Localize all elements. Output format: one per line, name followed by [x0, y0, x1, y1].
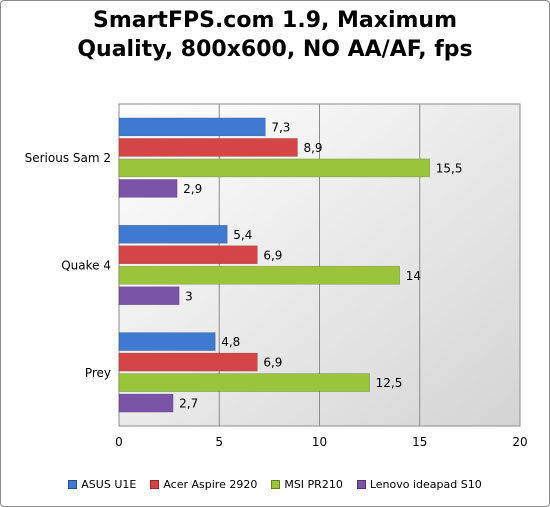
- bars: [118, 117, 431, 413]
- gridlines: [218, 104, 421, 426]
- legend-entry: Acer Aspire 2920: [150, 478, 257, 491]
- bar: [118, 286, 180, 306]
- data-label: 6,9: [263, 248, 282, 262]
- legend-label: Acer Aspire 2920: [163, 477, 258, 491]
- bar: [118, 352, 258, 372]
- value-labels: 7,3 8,9 15,5 2,9 5,4 6,9 14 3 4,8 6,9 12,5 2,7: [179, 120, 462, 410]
- bar: [118, 224, 228, 244]
- x-axis-ticks: 0 5 10 15 20: [115, 435, 527, 449]
- legend-swatch: [150, 479, 160, 489]
- bar: [118, 332, 216, 351]
- legend-swatch: [271, 479, 281, 489]
- bar-chart: 7,3 8,9 15,5 2,9 5,4 6,9 14 3 4,8 6,9 12,5 2,7 Seri…: [25, 103, 528, 449]
- data-label: 8,9: [303, 141, 322, 155]
- bar: [118, 117, 266, 137]
- category-labels: Serious Sam 2 Quake 4 Prey: [25, 151, 111, 380]
- data-label: 6,9: [263, 356, 282, 370]
- legend-swatch: [356, 479, 366, 489]
- bar: [118, 158, 431, 178]
- category-label: Quake 4: [61, 259, 111, 273]
- data-label: 4,8: [221, 335, 240, 349]
- x-tick-label: 10: [312, 435, 327, 449]
- legend-label: MSI PR210: [284, 477, 343, 491]
- bar: [118, 138, 298, 157]
- legend: ASUS U1E Acer Aspire 2920 MSI PR210 Lenovo …: [0, 474, 550, 494]
- data-label: 12,5: [376, 376, 403, 390]
- category-label: Serious Sam 2: [25, 151, 111, 165]
- legend-label: Lenovo ideapad S10: [369, 477, 482, 491]
- bar: [118, 265, 401, 285]
- bar: [118, 393, 174, 413]
- x-tick-label: 15: [412, 435, 427, 449]
- chart-title: SmartFPS.com 1.9, Maximum Quality, 800x6…: [0, 6, 550, 64]
- bar: [118, 179, 178, 198]
- legend-entry: ASUS U1E: [68, 478, 136, 491]
- x-tick-label: 5: [215, 435, 223, 449]
- data-label: 3: [185, 289, 193, 303]
- legend-label: ASUS U1E: [81, 477, 137, 491]
- data-label: 5,4: [233, 228, 252, 242]
- category-label: Prey: [85, 366, 111, 380]
- x-tick-label: 20: [512, 435, 527, 449]
- data-label: 2,7: [179, 397, 198, 411]
- chart-title-line-2: Quality, 800x600, NO AA/AF, fps: [77, 37, 473, 62]
- data-label: 7,3: [271, 120, 290, 134]
- legend-swatch: [68, 479, 78, 489]
- data-label: 14: [406, 269, 421, 283]
- bar: [118, 245, 258, 265]
- bar: [118, 373, 370, 392]
- data-label: 2,9: [183, 182, 202, 196]
- legend-entry: MSI PR210: [271, 478, 343, 491]
- chart-title-line-1: SmartFPS.com 1.9, Maximum: [92, 8, 458, 33]
- legend-entry: Lenovo ideapad S10: [356, 477, 482, 491]
- x-tick-label: 0: [115, 435, 123, 449]
- data-label: 15,5: [436, 161, 463, 175]
